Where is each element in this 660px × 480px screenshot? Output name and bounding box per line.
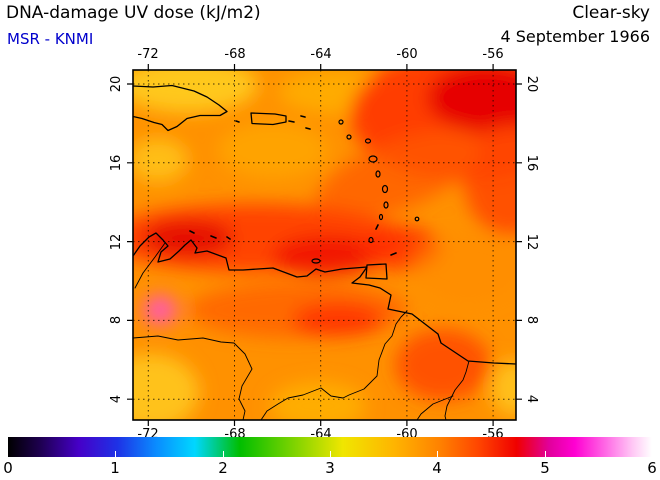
source-label: MSR - KNMI <box>7 30 94 48</box>
map-frame <box>132 69 517 421</box>
colorbar-tick-label: 3 <box>325 459 335 477</box>
colorbar-tick <box>330 451 331 457</box>
border-venezuela-brazil-guyana <box>260 310 408 420</box>
colorbar-tick <box>544 451 546 457</box>
axis-tick-marks <box>127 64 522 426</box>
lon-tick-label: -72 <box>137 47 159 62</box>
colorbar-tick-label: 2 <box>218 459 228 477</box>
sky-condition-label: Clear-sky <box>572 3 650 23</box>
border-colombia-venezuela <box>134 242 166 289</box>
lon-tick-label: -64 <box>310 47 332 62</box>
border-guyana-brazil <box>416 395 454 420</box>
colorbar-tick-label: 1 <box>110 459 120 477</box>
coastline-trinidad <box>365 263 388 280</box>
small-islands-dashes <box>189 115 397 256</box>
lat-tick-label: 8 <box>524 315 540 325</box>
coastline-hispaniola <box>133 84 228 132</box>
colorbar-tick <box>115 451 117 457</box>
colorbar-tick-label: 4 <box>432 459 442 477</box>
date-label: 4 September 1966 <box>500 27 650 46</box>
lon-tick-label: -68 <box>224 47 246 62</box>
border-guyana-suriname <box>444 360 470 420</box>
lat-tick-label: 12 <box>108 233 124 251</box>
coastline-south-america <box>133 232 516 365</box>
lat-tick-label: 8 <box>108 315 124 325</box>
colorbar-tick-label: 0 <box>3 459 13 477</box>
colorbar-tick-label: 5 <box>540 459 550 477</box>
lat-tick-label: 12 <box>524 233 540 251</box>
uv-field-blobs <box>133 70 516 420</box>
lat-tick-label: 4 <box>524 394 540 404</box>
lat-tick-label: 16 <box>108 154 124 172</box>
map-canvas <box>127 64 522 426</box>
colorbar-tick <box>222 451 224 457</box>
lat-tick-label: 20 <box>524 75 540 93</box>
border-venezuela-colombia-south <box>133 335 253 420</box>
page-title: DNA-damage UV dose (kJ/m2) <box>6 3 261 23</box>
colorbar-tick <box>437 451 439 457</box>
lat-tick-label: 4 <box>108 394 124 404</box>
coastline-puerto-rico <box>250 112 287 126</box>
coastlines <box>133 84 516 420</box>
colorbar-tick-label: 6 <box>647 459 657 477</box>
country-borders <box>133 242 470 420</box>
lon-tick-label: -60 <box>396 47 418 62</box>
lat-tick-label: 16 <box>524 154 540 172</box>
lat-tick-label: 20 <box>108 75 124 93</box>
colorbar <box>8 437 652 457</box>
lon-tick-label: -56 <box>482 47 504 62</box>
graticule-gridlines <box>133 70 516 420</box>
map-area: -72 -68 -64 -60 -56 -72 -68 -64 -60 -56 … <box>109 47 540 442</box>
lesser-antilles-islands <box>311 119 420 264</box>
